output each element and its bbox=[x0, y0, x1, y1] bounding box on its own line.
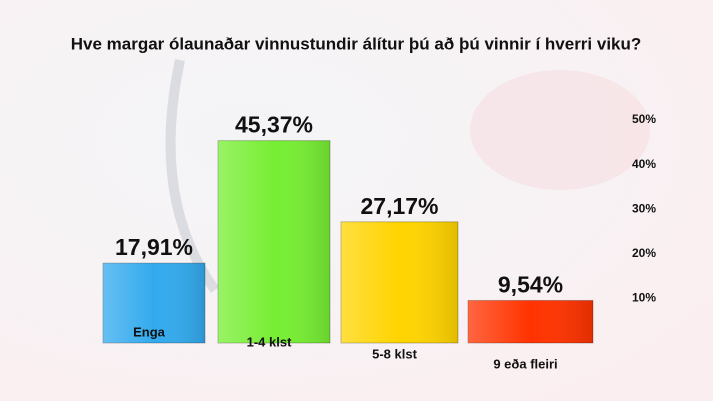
y-tick-label: 30% bbox=[632, 201, 656, 215]
x-tick-label: 1-4 klst bbox=[247, 334, 292, 349]
value-label: 27,17% bbox=[360, 193, 438, 219]
bar-shine bbox=[218, 140, 330, 343]
value-label: 17,91% bbox=[115, 234, 193, 260]
decor bbox=[470, 70, 650, 190]
value-label: 9,54% bbox=[498, 272, 563, 298]
x-tick-label: Enga bbox=[133, 324, 166, 339]
bar-shine bbox=[468, 300, 593, 343]
chart-title: Hve margar ólaunaðar vinnustundir álítur… bbox=[71, 34, 642, 53]
value-label: 45,37% bbox=[235, 112, 313, 138]
y-tick-label: 10% bbox=[632, 291, 656, 305]
y-tick-label: 50% bbox=[632, 112, 656, 126]
x-tick-label: 9 eða fleiri bbox=[493, 356, 557, 371]
bar-shine bbox=[103, 263, 205, 343]
y-tick-label: 40% bbox=[632, 157, 656, 171]
y-tick-label: 20% bbox=[632, 246, 656, 260]
bar-shine bbox=[341, 221, 458, 343]
x-tick-label: 5-8 klst bbox=[372, 346, 417, 361]
